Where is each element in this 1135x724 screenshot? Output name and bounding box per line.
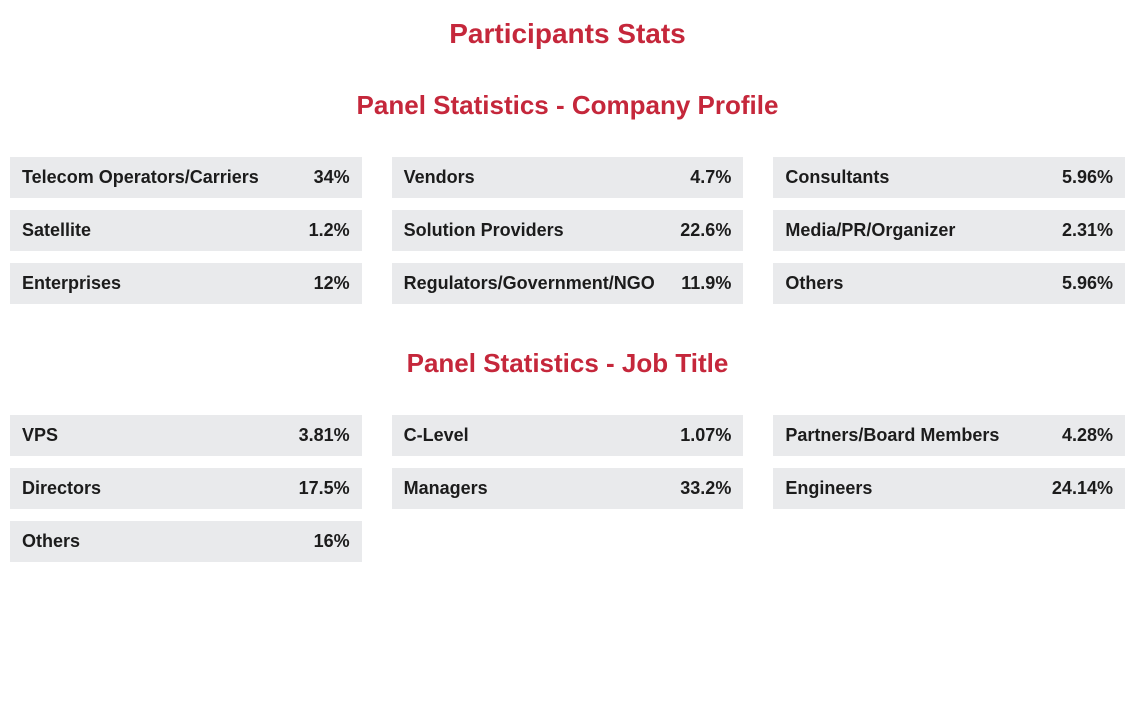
stat-value: 5.96% bbox=[1062, 167, 1113, 188]
stat-label: Directors bbox=[22, 478, 101, 499]
stat-label: Consultants bbox=[785, 167, 889, 188]
stat-row: Managers 33.2% bbox=[392, 468, 744, 509]
stat-row: Directors 17.5% bbox=[10, 468, 362, 509]
stat-row: Satellite 1.2% bbox=[10, 210, 362, 251]
company-profile-col-1: Telecom Operators/Carriers 34% Satellite… bbox=[10, 157, 362, 304]
stat-label: Vendors bbox=[404, 167, 475, 188]
stat-value: 2.31% bbox=[1062, 220, 1113, 241]
stat-row: Telecom Operators/Carriers 34% bbox=[10, 157, 362, 198]
stat-row: Solution Providers 22.6% bbox=[392, 210, 744, 251]
stat-row: Others 16% bbox=[10, 521, 362, 562]
stat-value: 24.14% bbox=[1052, 478, 1113, 499]
section-title-job-title: Panel Statistics - Job Title bbox=[10, 348, 1125, 379]
job-title-col-2: C-Level 1.07% Managers 33.2% bbox=[392, 415, 744, 562]
stat-row: VPS 3.81% bbox=[10, 415, 362, 456]
stat-value: 1.07% bbox=[680, 425, 731, 446]
stat-value: 1.2% bbox=[309, 220, 350, 241]
stat-row: Engineers 24.14% bbox=[773, 468, 1125, 509]
stat-value: 33.2% bbox=[680, 478, 731, 499]
stat-value: 16% bbox=[314, 531, 350, 552]
company-profile-grid: Telecom Operators/Carriers 34% Satellite… bbox=[10, 157, 1125, 304]
stat-value: 11.9% bbox=[681, 273, 731, 294]
stat-value: 22.6% bbox=[680, 220, 731, 241]
stat-label: Satellite bbox=[22, 220, 91, 241]
stat-label: Others bbox=[785, 273, 843, 294]
section-title-company-profile: Panel Statistics - Company Profile bbox=[10, 90, 1125, 121]
stat-label: Solution Providers bbox=[404, 220, 564, 241]
stat-label: Others bbox=[22, 531, 80, 552]
job-title-col-3: Partners/Board Members 4.28% Engineers 2… bbox=[773, 415, 1125, 562]
stat-value: 4.7% bbox=[690, 167, 731, 188]
stat-label: Regulators/Government/NGO bbox=[404, 273, 655, 294]
stat-label: C-Level bbox=[404, 425, 469, 446]
stat-row: Media/PR/Organizer 2.31% bbox=[773, 210, 1125, 251]
stat-value: 17.5% bbox=[299, 478, 350, 499]
stat-row: Consultants 5.96% bbox=[773, 157, 1125, 198]
stat-row: Regulators/Government/NGO 11.9% bbox=[392, 263, 744, 304]
stat-value: 12% bbox=[314, 273, 350, 294]
stat-label: Managers bbox=[404, 478, 488, 499]
company-profile-col-2: Vendors 4.7% Solution Providers 22.6% Re… bbox=[392, 157, 744, 304]
stat-row: C-Level 1.07% bbox=[392, 415, 744, 456]
stat-label: Media/PR/Organizer bbox=[785, 220, 955, 241]
stat-label: Engineers bbox=[785, 478, 872, 499]
company-profile-col-3: Consultants 5.96% Media/PR/Organizer 2.3… bbox=[773, 157, 1125, 304]
main-title: Participants Stats bbox=[10, 18, 1125, 50]
stat-value: 5.96% bbox=[1062, 273, 1113, 294]
job-title-grid: VPS 3.81% Directors 17.5% Others 16% C-L… bbox=[10, 415, 1125, 562]
stat-label: VPS bbox=[22, 425, 58, 446]
stat-label: Telecom Operators/Carriers bbox=[22, 167, 259, 188]
job-title-col-1: VPS 3.81% Directors 17.5% Others 16% bbox=[10, 415, 362, 562]
stat-row: Enterprises 12% bbox=[10, 263, 362, 304]
stat-value: 4.28% bbox=[1062, 425, 1113, 446]
stat-value: 34% bbox=[314, 167, 350, 188]
stat-label: Enterprises bbox=[22, 273, 121, 294]
stat-row: Vendors 4.7% bbox=[392, 157, 744, 198]
stat-row: Others 5.96% bbox=[773, 263, 1125, 304]
stat-value: 3.81% bbox=[299, 425, 350, 446]
stat-row: Partners/Board Members 4.28% bbox=[773, 415, 1125, 456]
stat-label: Partners/Board Members bbox=[785, 425, 999, 446]
